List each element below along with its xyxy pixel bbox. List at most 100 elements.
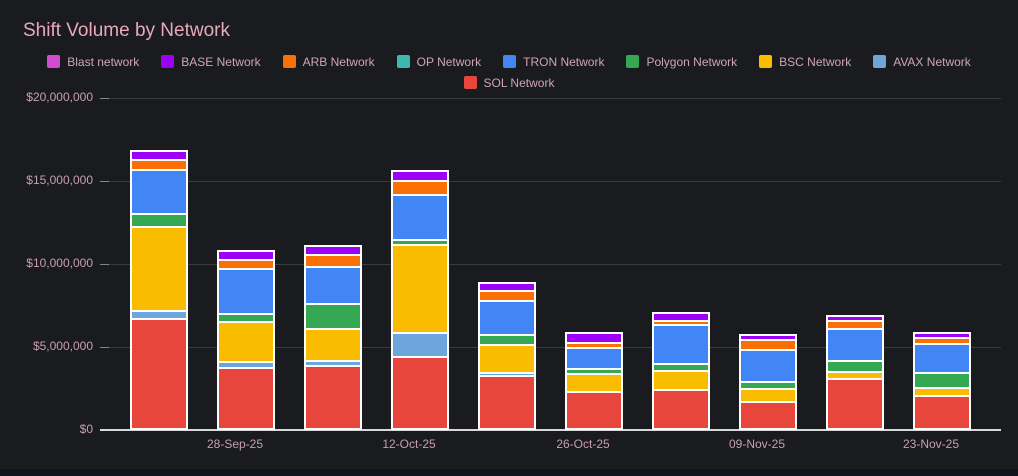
bar-segment-tron-network[interactable]: [915, 343, 969, 372]
legend-item-polygon-network[interactable]: Polygon Network: [626, 55, 737, 69]
bar-segment-sol-network[interactable]: [393, 356, 447, 428]
bar-segment-tron-network[interactable]: [480, 300, 534, 334]
legend-swatch-icon: [282, 55, 296, 68]
bar-segment-bsc-network[interactable]: [828, 371, 882, 378]
bar-segment-tron-network[interactable]: [393, 194, 447, 239]
stacked-bar: [739, 334, 797, 430]
legend-item-tron-network[interactable]: TRON Network: [503, 55, 604, 69]
bar-segment-polygon-network[interactable]: [219, 313, 273, 321]
stacked-bar: [565, 332, 623, 430]
bar-segment-arb-network[interactable]: [915, 337, 969, 343]
bar-segment-base-network[interactable]: [567, 334, 621, 342]
bar-segment-polygon-network[interactable]: [915, 372, 969, 387]
legend-swatch-icon: [873, 55, 887, 68]
bar-segment-base-network[interactable]: [306, 247, 360, 254]
bar-segment-arb-network[interactable]: [219, 259, 273, 268]
bar-segment-polygon-network[interactable]: [480, 334, 534, 344]
bar-segment-polygon-network[interactable]: [567, 368, 621, 373]
legend-item-blast-network[interactable]: Blast network: [47, 55, 139, 69]
bar-segment-arb-network[interactable]: [654, 320, 708, 324]
bar-segment-base-network[interactable]: [828, 317, 882, 320]
legend-item-base-network[interactable]: BASE Network: [161, 54, 261, 69]
x-tick-label: 26-Oct-25: [556, 437, 610, 451]
bar-segment-tron-network[interactable]: [567, 347, 621, 368]
bar-segment-polygon-network[interactable]: [741, 381, 795, 388]
bar-segment-sol-network[interactable]: [654, 389, 708, 428]
legend-label: BSC Network: [779, 54, 852, 69]
bar-segment-bsc-network[interactable]: [654, 370, 708, 389]
bar-segment-arb-network[interactable]: [306, 254, 360, 266]
bar-segment-arb-network[interactable]: [828, 320, 882, 328]
bar-segment-sol-network[interactable]: [132, 318, 186, 428]
bar-segment-bsc-network[interactable]: [567, 373, 621, 391]
bar-segment-base-network[interactable]: [393, 172, 447, 180]
bar-segment-tron-network[interactable]: [828, 328, 882, 360]
legend-label: ARB Network: [302, 54, 375, 69]
bar-segment-polygon-network[interactable]: [306, 303, 360, 328]
bar-segment-tron-network[interactable]: [306, 266, 360, 303]
bar-segment-sol-network[interactable]: [306, 365, 360, 428]
legend-label: OP Network: [416, 54, 482, 69]
bar-segment-sol-network[interactable]: [915, 395, 969, 428]
x-tick-label: 12-Oct-25: [382, 437, 436, 451]
legend-item-sol-network[interactable]: SOL Network: [463, 76, 554, 90]
stacked-bar: [391, 170, 449, 430]
bar-segment-tron-network[interactable]: [741, 349, 795, 381]
legend-label: BASE Network: [181, 54, 261, 69]
bar-segment-tron-network[interactable]: [654, 324, 708, 363]
y-tick-label: $5,000,000: [32, 339, 93, 353]
chart-title: Shift Volume by Network: [23, 20, 230, 41]
bar-segment-arb-network[interactable]: [741, 339, 795, 349]
legend-label: AVAX Network: [893, 54, 971, 69]
bar-segment-base-network[interactable]: [219, 252, 273, 259]
gridline: [100, 98, 1001, 99]
bar-segment-polygon-network[interactable]: [132, 213, 186, 226]
bar-segment-arb-network[interactable]: [132, 159, 186, 169]
stacked-bar: [217, 250, 275, 430]
bar-segment-sol-network[interactable]: [567, 391, 621, 428]
bar-segment-avax-network[interactable]: [306, 360, 360, 365]
bar-segment-bsc-network[interactable]: [480, 344, 534, 372]
bar-segment-polygon-network[interactable]: [654, 363, 708, 370]
bar-segment-sol-network[interactable]: [828, 378, 882, 428]
bar-segment-bsc-network[interactable]: [306, 328, 360, 360]
x-axis-baseline: [100, 429, 1001, 431]
bar-segment-bsc-network[interactable]: [132, 226, 186, 310]
gridline: [100, 264, 1001, 265]
axis-tick: [100, 181, 109, 182]
bar-segment-arb-network[interactable]: [567, 342, 621, 347]
legend-item-bsc-network[interactable]: BSC Network: [759, 55, 851, 69]
bar-segment-bsc-network[interactable]: [915, 387, 969, 395]
bar-segment-base-network[interactable]: [741, 336, 795, 339]
bar-segment-polygon-network[interactable]: [828, 360, 882, 371]
bar-segment-avax-network[interactable]: [393, 332, 447, 356]
bar-segment-base-network[interactable]: [654, 314, 708, 320]
bar-segment-arb-network[interactable]: [393, 180, 447, 194]
bar-segment-bsc-network[interactable]: [219, 321, 273, 361]
bar-segment-base-network[interactable]: [915, 334, 969, 337]
bar-segment-tron-network[interactable]: [219, 268, 273, 313]
bar-segment-base-network[interactable]: [480, 284, 534, 290]
bar-segment-bsc-network[interactable]: [393, 244, 447, 332]
bar-segment-arb-network[interactable]: [480, 290, 534, 300]
bar-segment-sol-network[interactable]: [741, 401, 795, 428]
bar-segment-tron-network[interactable]: [132, 169, 186, 213]
legend-item-op-network[interactable]: OP Network: [396, 54, 482, 69]
legend-swatch-icon: [161, 55, 175, 68]
bar-segment-avax-network[interactable]: [132, 310, 186, 318]
bar-segment-avax-network[interactable]: [480, 372, 534, 375]
bar-segment-sol-network[interactable]: [219, 367, 273, 428]
legend-swatch-icon: [47, 55, 61, 68]
legend-item-arb-network[interactable]: ARB Network: [282, 54, 375, 69]
x-tick-label: 09-Nov-25: [728, 437, 786, 451]
bar-segment-base-network[interactable]: [132, 152, 186, 159]
legend-item-avax-network[interactable]: AVAX Network: [873, 55, 971, 69]
x-tick-label: 28-Sep-25: [206, 437, 264, 451]
stacked-bar: [913, 332, 971, 430]
axis-tick: [100, 347, 109, 348]
bar-segment-avax-network[interactable]: [219, 361, 273, 367]
y-tick-label: $0: [79, 422, 93, 436]
bar-segment-sol-network[interactable]: [480, 375, 534, 428]
bar-segment-polygon-network[interactable]: [393, 239, 447, 244]
bar-segment-bsc-network[interactable]: [741, 388, 795, 401]
